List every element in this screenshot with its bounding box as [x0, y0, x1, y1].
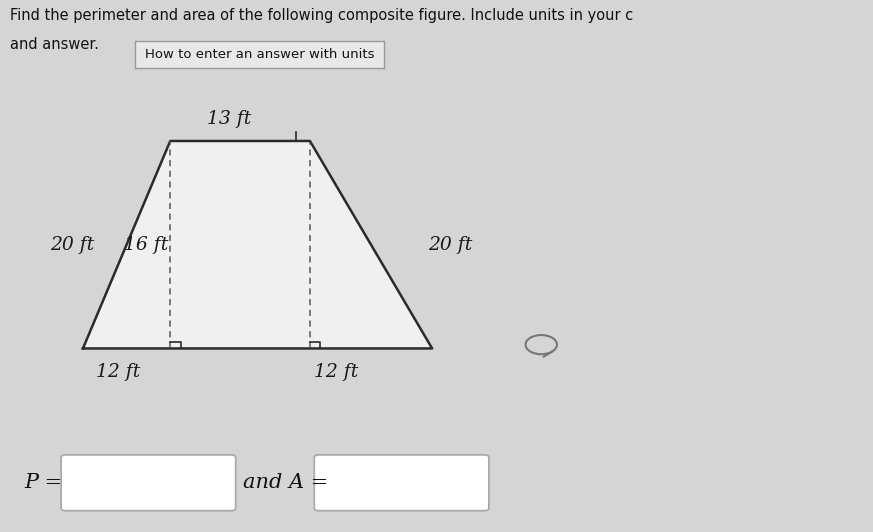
Text: 12 ft: 12 ft [96, 363, 141, 381]
Text: How to enter an answer with units: How to enter an answer with units [145, 48, 375, 61]
Text: Find the perimeter and area of the following composite figure. Include units in : Find the perimeter and area of the follo… [10, 8, 634, 23]
Text: 12 ft: 12 ft [314, 363, 359, 381]
Polygon shape [83, 141, 432, 348]
Text: 16 ft: 16 ft [124, 236, 168, 254]
Text: P =: P = [24, 473, 63, 492]
FancyBboxPatch shape [61, 455, 236, 511]
Text: 20 ft: 20 ft [428, 236, 472, 254]
FancyBboxPatch shape [314, 455, 489, 511]
Text: and answer.: and answer. [10, 37, 100, 52]
Text: 20 ft: 20 ft [50, 236, 94, 254]
Text: and A =: and A = [243, 473, 328, 492]
Text: 13 ft: 13 ft [207, 110, 251, 128]
